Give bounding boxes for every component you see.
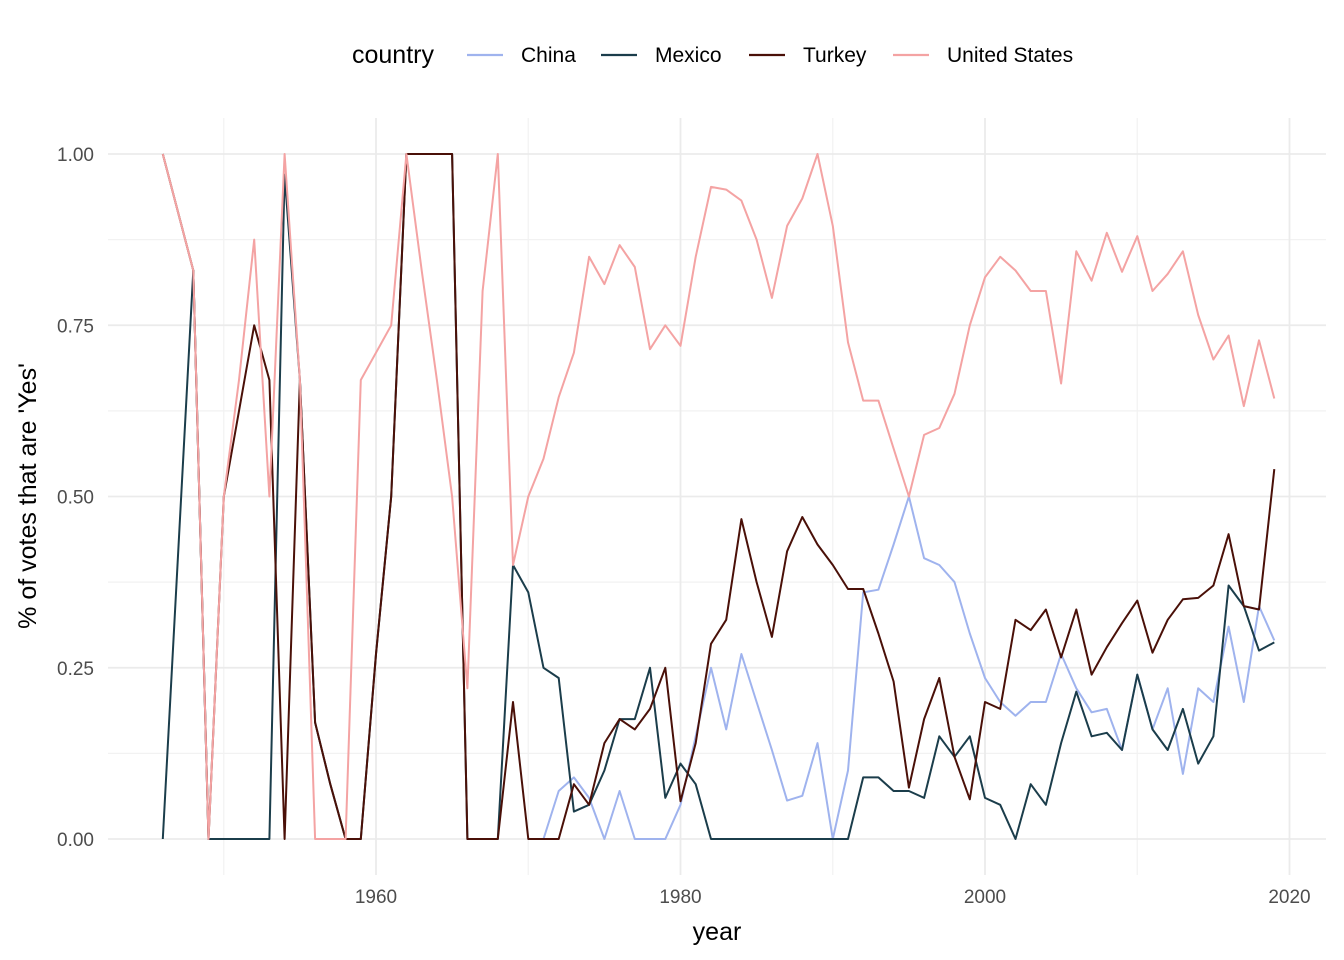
legend-label-china: China xyxy=(521,44,576,67)
y-tick-label: 0.00 xyxy=(57,830,94,851)
legend-item-china: China xyxy=(467,44,576,67)
x-axis-tick-labels: 1960 1980 2000 2020 xyxy=(355,887,1311,908)
series-line-turkey xyxy=(161,153,1276,840)
y-tick-label: 0.25 xyxy=(57,659,94,680)
legend-title: country xyxy=(352,41,434,69)
legend-label-mexico: Mexico xyxy=(655,44,722,67)
x-tick-label: 1960 xyxy=(355,887,397,908)
y-tick-label: 1.00 xyxy=(57,145,94,166)
x-axis-title: year xyxy=(693,918,742,946)
series-lines xyxy=(161,153,1276,840)
x-tick-label: 1980 xyxy=(659,887,701,908)
y-tick-label: 0.50 xyxy=(57,488,94,509)
x-tick-label: 2020 xyxy=(1268,887,1310,908)
legend-item-mexico: Mexico xyxy=(601,44,722,67)
y-axis-title: % of votes that are 'Yes' xyxy=(14,363,42,629)
legend-label-turkey: Turkey xyxy=(803,44,867,67)
y-tick-label: 0.75 xyxy=(57,316,94,337)
legend-item-turkey: Turkey xyxy=(749,44,867,67)
y-axis-tick-labels: 0.00 0.25 0.50 0.75 1.00 xyxy=(57,145,94,851)
legend-item-united-states: United States xyxy=(893,44,1073,67)
x-tick-label: 2000 xyxy=(964,887,1006,908)
legend: country China Mexico Turkey United States xyxy=(352,41,1073,69)
legend-label-united-states: United States xyxy=(947,44,1073,67)
series-line-united-states xyxy=(161,153,1276,840)
